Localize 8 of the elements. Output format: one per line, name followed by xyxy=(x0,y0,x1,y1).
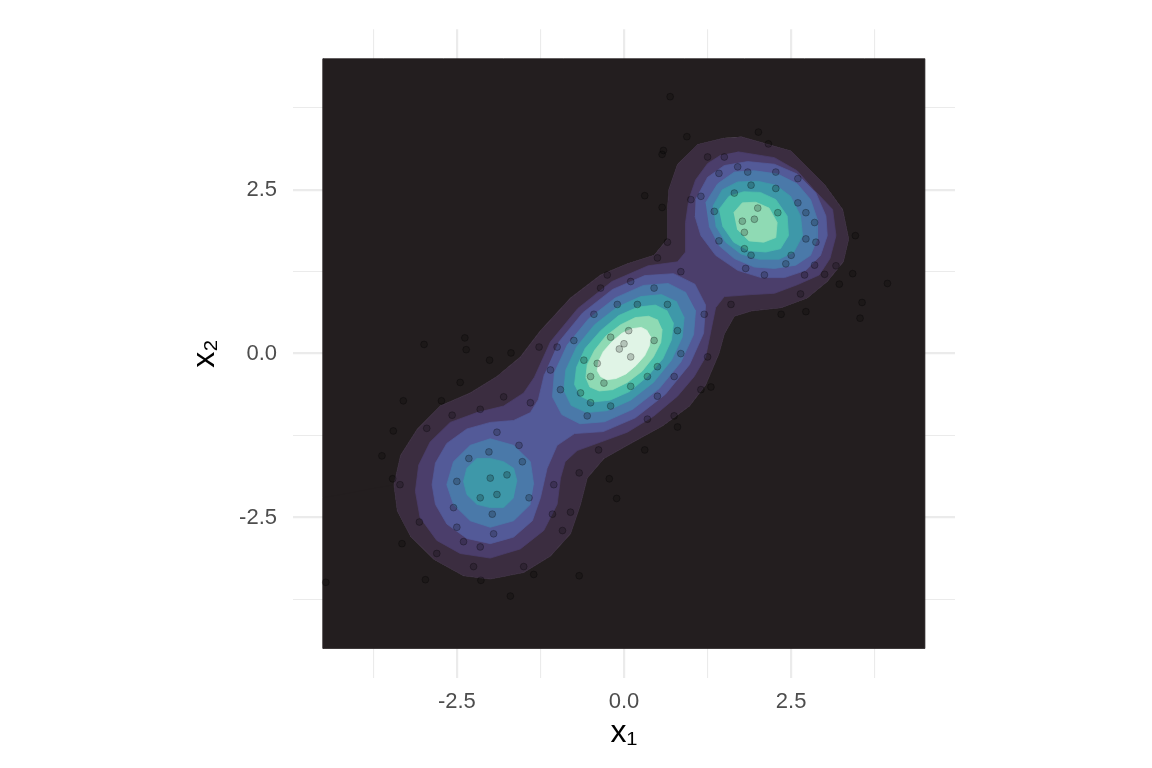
y-tick-label: -2.5 xyxy=(239,503,277,529)
y-axis-title: x₂ xyxy=(185,339,222,368)
x-tick-label: 2.5 xyxy=(775,688,807,714)
x-tick-label: -2.5 xyxy=(437,688,476,714)
y-tick-label: 2.5 xyxy=(246,175,277,201)
x-tick-label: 0.0 xyxy=(608,688,640,714)
y-tick-label: 0.0 xyxy=(246,339,277,365)
x-axis-title: x₁ xyxy=(610,712,638,749)
